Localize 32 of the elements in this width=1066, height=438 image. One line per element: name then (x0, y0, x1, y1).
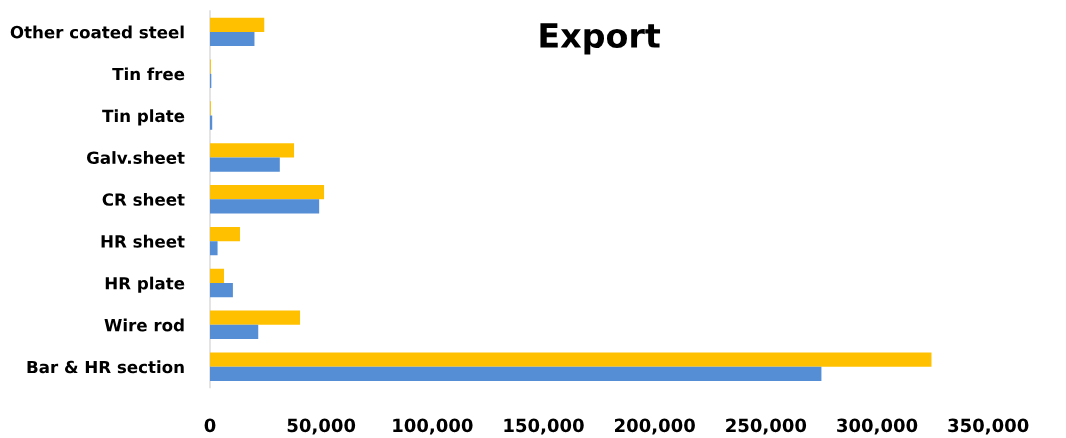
x-tick-label: 250,000 (726, 418, 807, 435)
x-tick-label: 100,000 (393, 418, 473, 435)
chart-title: Export (540, 23, 661, 55)
bar (210, 241, 218, 256)
x-tick-label: 300,000 (837, 418, 918, 435)
bar (210, 310, 301, 325)
bar (210, 366, 822, 381)
bar (210, 324, 259, 340)
bar (210, 31, 255, 47)
bar (210, 185, 325, 200)
bar (210, 199, 320, 214)
y-tick-label: Galv.sheet (86, 151, 185, 165)
bar (210, 157, 280, 172)
y-tick-label: Bar & HR section (27, 360, 184, 374)
bar (210, 17, 265, 32)
y-tick-label: Other coated steel (10, 25, 184, 39)
x-tick-label: 150,000 (504, 418, 584, 435)
x-tick-label: 50,000 (287, 418, 356, 435)
y-tick-label: CR sheet (102, 192, 185, 206)
bar (210, 226, 241, 242)
bar (210, 283, 233, 298)
y-tick-label: HR sheet (101, 234, 185, 248)
y-tick-label: Wire rod (104, 318, 184, 332)
bar (210, 352, 932, 367)
bar (210, 143, 295, 158)
bar (210, 268, 225, 283)
x-tick-label: 0 (204, 418, 216, 433)
y-tick-label: Tin plate (102, 109, 185, 126)
y-tick-label: HR plate (105, 276, 185, 293)
x-tick-label: 200,000 (614, 418, 695, 435)
x-tick-label: 350,000 (948, 418, 1029, 435)
y-tick-label: Tin free (112, 67, 185, 81)
